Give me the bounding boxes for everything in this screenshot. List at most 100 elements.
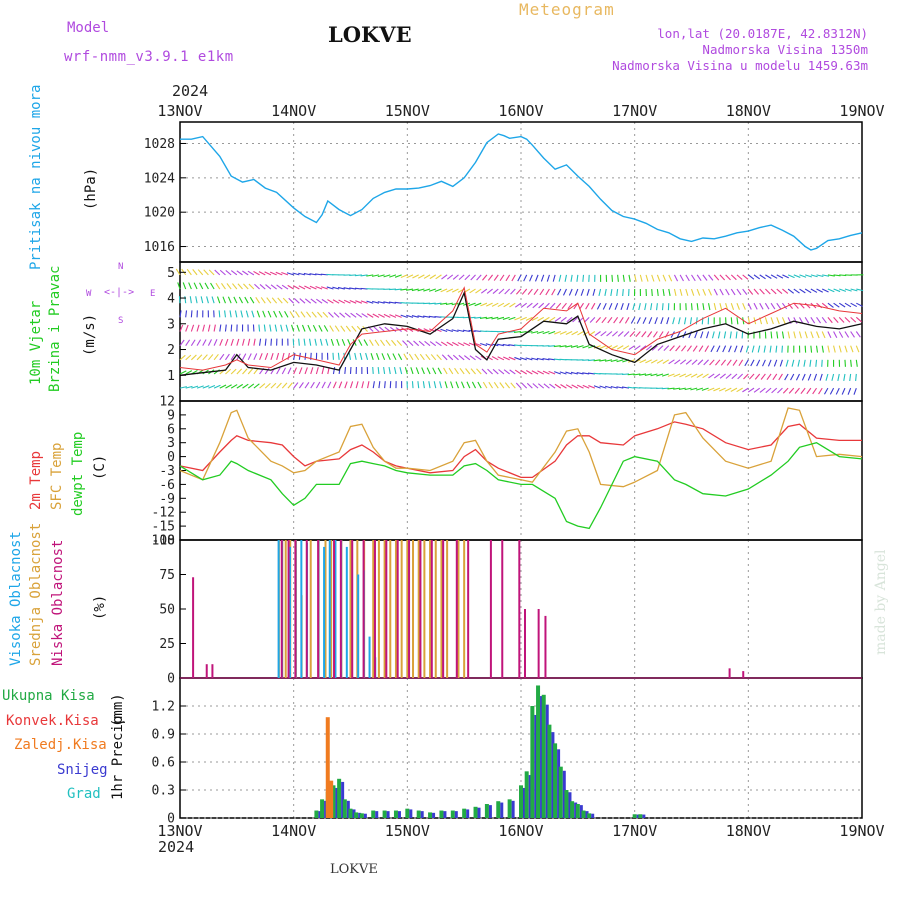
wind-arrow: [657, 345, 664, 351]
wind-arrow: [632, 303, 636, 311]
wind-arrow: [681, 345, 687, 352]
mid-cloud-bar: [309, 540, 312, 678]
wind-arrow: [260, 297, 266, 304]
wind-arrow: [423, 274, 431, 279]
wind-arrow: [373, 326, 380, 332]
wind-arrow: [460, 381, 465, 389]
snow-precip-bar: [562, 770, 566, 818]
wind-arrow: [708, 288, 712, 296]
wind-arrow: [661, 303, 664, 311]
wind-arrow: [787, 302, 793, 309]
snow-precip-bar: [409, 809, 413, 818]
wind-arrow: [742, 302, 746, 310]
wind-arrow: [499, 382, 505, 389]
wind-arrow: [822, 274, 830, 277]
wind-arrow: [838, 345, 842, 353]
wind-arrow: [667, 373, 675, 377]
wind-arrow: [614, 302, 619, 310]
wind-arrow: [821, 317, 827, 324]
wind-arrow: [383, 366, 386, 375]
wind-arrow: [739, 345, 744, 353]
wind-arrow: [616, 386, 624, 389]
wind-arrow: [281, 284, 289, 290]
wind-arrow: [679, 288, 683, 296]
wind-arrow: [641, 331, 647, 338]
wind-arrow: [713, 274, 720, 281]
wind-arrow: [361, 381, 365, 389]
compass-s-label: S: [118, 316, 124, 326]
wind-arrow: [651, 345, 658, 351]
wind-arrow: [371, 274, 380, 277]
snow-precip-bar: [523, 787, 526, 818]
low-cloud-bar: [339, 540, 342, 678]
wind-arrow: [247, 353, 252, 361]
wind-arrow: [829, 387, 835, 395]
y-tick-label: -18: [152, 534, 175, 549]
wind-arrow: [255, 297, 261, 304]
wind-arrow: [777, 387, 783, 394]
high-cloud-bar: [334, 540, 337, 678]
legend-hail: Grad: [67, 786, 101, 802]
wind-arrow: [429, 341, 437, 347]
wind-arrow: [616, 288, 619, 297]
wind-arrow: [544, 302, 550, 309]
wind-arrow: [856, 288, 864, 292]
wind-arrow: [531, 370, 539, 375]
wind-arrow: [316, 298, 323, 304]
wind-arrow: [202, 385, 210, 389]
wind-arrow: [770, 288, 777, 295]
total-precip-bar: [462, 808, 467, 818]
wind-arrow: [366, 313, 374, 318]
wind-arrow: [559, 345, 567, 348]
wind-arrow: [208, 269, 215, 276]
wind-arrow: [538, 302, 545, 309]
wind-arrow: [280, 324, 283, 332]
y-tick-label: -3: [159, 464, 175, 479]
wind-arrow: [567, 302, 573, 310]
wind-arrow: [548, 370, 556, 375]
wind-arrow: [399, 367, 403, 375]
wind-arrow: [608, 302, 613, 310]
wind-arrow: [224, 338, 229, 346]
snow-precip-bar: [341, 781, 345, 818]
wind-arrow: [426, 367, 431, 375]
wind-arrow: [242, 368, 248, 375]
wind-arrow: [480, 288, 488, 294]
wind-arrow: [797, 359, 801, 367]
wind-arrow: [470, 368, 476, 375]
wind-arrow: [321, 367, 325, 375]
wind-arrow: [195, 296, 198, 304]
wind-arrow: [767, 359, 772, 367]
wind-arrow: [315, 381, 321, 389]
wind-arrow: [238, 296, 244, 304]
wind-arrow: [607, 317, 613, 324]
wind-arrow: [730, 288, 736, 296]
wind-arrow: [266, 297, 272, 304]
wind-arrow: [742, 274, 749, 280]
wind-arrow: [457, 342, 465, 347]
wind-arrow: [799, 288, 806, 294]
wind-arrow: [525, 357, 533, 361]
wind-arrow: [249, 296, 255, 304]
wind-arrow: [661, 373, 669, 377]
wind-arrow: [553, 345, 561, 348]
wind-arrow: [455, 381, 459, 389]
wind-arrow: [747, 274, 755, 280]
wind-arrow: [753, 387, 761, 393]
wind-arrow: [821, 345, 824, 353]
wind-arrow: [833, 274, 841, 277]
wind-arrow: [675, 345, 681, 352]
wind-arrow: [698, 345, 704, 352]
wind-arrow: [196, 354, 203, 361]
mid-cloud-bar: [406, 540, 409, 678]
wind-arrow: [621, 373, 630, 376]
wind-arrow: [444, 381, 448, 389]
mid-cloud-bar: [330, 540, 333, 678]
wind-arrow: [232, 283, 238, 290]
wind-arrow: [855, 331, 861, 338]
wind-arrow: [725, 274, 731, 281]
wind-arrow: [185, 324, 189, 332]
low-cloud-bar: [317, 540, 320, 678]
y-tick-label: 0: [167, 672, 175, 687]
wind-arrow: [190, 339, 196, 346]
